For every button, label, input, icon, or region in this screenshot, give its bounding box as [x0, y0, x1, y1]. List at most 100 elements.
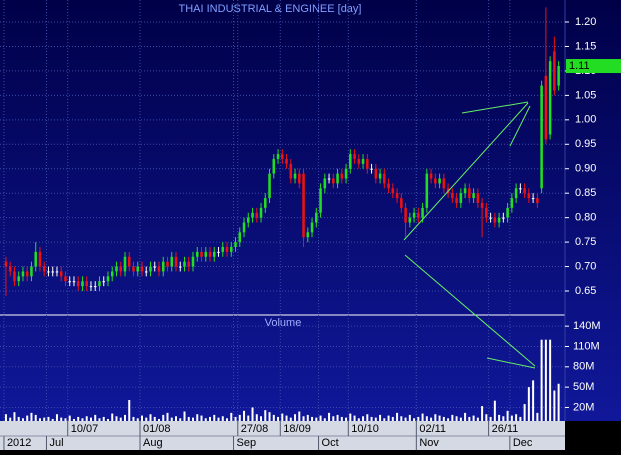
candle-body — [310, 222, 314, 233]
candle-body — [195, 251, 199, 257]
x-tick-label: Nov — [419, 437, 439, 449]
candle-body — [85, 281, 89, 287]
y-tick-label: 80M — [573, 361, 594, 373]
candle-body — [157, 266, 161, 272]
last-price-label: 1.11 — [569, 60, 590, 72]
candle-body — [306, 232, 310, 238]
candle-body — [332, 178, 335, 184]
candle-body — [212, 251, 216, 257]
volume-bar — [204, 418, 207, 421]
candle-body — [166, 261, 169, 267]
volume-bar — [272, 414, 275, 421]
volume-bar — [481, 406, 484, 421]
candle-body — [81, 281, 84, 287]
candle-body — [438, 178, 441, 184]
volume-title: Volume — [265, 317, 302, 329]
volume-bar — [264, 410, 267, 421]
x-tick-label: Aug — [143, 437, 163, 449]
candle-body — [72, 281, 76, 283]
volume-bar — [485, 414, 488, 421]
y-tick-label: 1.05 — [575, 89, 596, 101]
volume-bar — [221, 416, 224, 421]
candle-body — [281, 154, 284, 159]
y-tick-label: 0.70 — [575, 260, 596, 272]
candle-body — [455, 198, 458, 203]
volume-bar — [311, 416, 314, 421]
candle-body — [64, 276, 67, 282]
x-tick-label: 18/09 — [283, 423, 311, 435]
volume-bar — [4, 414, 7, 421]
volume-bar — [285, 415, 288, 421]
y-tick-label: 0.75 — [575, 236, 596, 248]
candle-body — [412, 212, 416, 218]
candle-body — [144, 271, 148, 273]
candle-body — [140, 266, 144, 272]
candle-body — [204, 251, 208, 257]
volume-bar — [544, 339, 547, 421]
volume-bar — [17, 416, 20, 421]
candle-body — [268, 173, 271, 199]
candle-body — [221, 246, 225, 252]
volume-bar — [387, 415, 390, 421]
candle-body — [434, 178, 437, 184]
volume-bar — [413, 418, 416, 421]
volume-bar — [234, 416, 237, 421]
volume-bar — [243, 410, 246, 421]
candle-body — [425, 173, 429, 208]
candle-body — [536, 198, 539, 203]
candle-body — [387, 183, 390, 189]
candle-body — [302, 173, 305, 238]
candle-body — [293, 173, 297, 179]
candle-body — [208, 251, 212, 257]
volume-bar — [442, 416, 445, 421]
candle-body — [59, 271, 63, 277]
volume-bar — [502, 416, 505, 421]
volume-bar — [408, 414, 411, 421]
candle-body — [42, 266, 46, 272]
volume-bar — [438, 415, 441, 421]
candle-body — [349, 154, 352, 169]
volume-bar — [255, 414, 258, 421]
candle-body — [76, 281, 80, 287]
volume-bar — [532, 380, 535, 421]
volume-bar — [493, 400, 496, 421]
volume-bar — [38, 418, 41, 421]
volume-bar — [306, 414, 309, 421]
candle-body — [242, 222, 246, 233]
volume-bar — [51, 418, 54, 421]
y-tick-label: 0.85 — [575, 187, 596, 199]
candle-body — [8, 266, 12, 272]
y-tick-label: 1.15 — [575, 40, 596, 52]
volume-bar — [459, 417, 462, 421]
x-tick-label: 02/11 — [419, 423, 446, 435]
candle-body — [47, 271, 50, 273]
volume-bar — [55, 414, 58, 421]
volume-bar — [366, 414, 369, 421]
volume-bar — [81, 418, 84, 421]
candle-body — [404, 207, 407, 223]
candle-body — [366, 158, 369, 169]
volume-bar — [523, 404, 526, 421]
volume-bar — [425, 416, 428, 421]
volume-bar — [85, 416, 88, 421]
volume-bar — [404, 417, 407, 421]
candle-body — [315, 212, 318, 223]
volume-bar — [400, 416, 403, 421]
volume-bar — [489, 416, 492, 421]
candle-body — [361, 158, 365, 164]
volume-bar — [281, 413, 284, 421]
volume-bar — [464, 412, 467, 421]
volume-bar — [145, 417, 148, 421]
volume-bar — [357, 418, 360, 421]
volume-bar — [30, 412, 33, 421]
candle-body — [451, 193, 454, 199]
x-tick-label: 2012 — [7, 437, 31, 449]
volume-bar — [519, 416, 522, 421]
candle-body — [514, 188, 518, 199]
volume-bar — [187, 416, 190, 421]
candle-body — [229, 246, 233, 252]
volume-bar — [77, 416, 80, 421]
volume-bar — [451, 414, 454, 421]
